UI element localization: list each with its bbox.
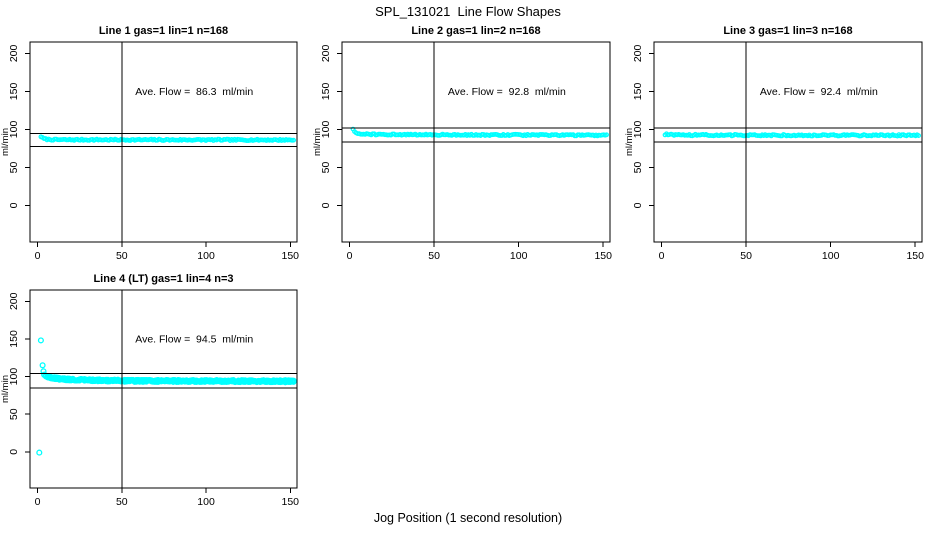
y-axis-label: ml/min xyxy=(624,128,635,156)
x-tick-label: 50 xyxy=(116,496,128,508)
ave-flow-annotation: Ave. Flow = 86.3 ml/min xyxy=(135,86,253,98)
y-tick-label: 200 xyxy=(320,44,332,62)
panel-title: Line 2 gas=1 lin=2 n=168 xyxy=(411,25,540,37)
y-tick-label: 50 xyxy=(8,161,20,173)
x-tick-label: 0 xyxy=(35,250,41,262)
plot-frame xyxy=(29,289,298,489)
axis-ticks xyxy=(337,52,604,247)
x-tick-label: 100 xyxy=(822,250,840,262)
y-axis-label: ml/min xyxy=(0,128,11,156)
y-axis-label: ml/min xyxy=(312,128,323,156)
chart-title: SPL_131021 Line Flow Shapes xyxy=(375,4,561,19)
x-tick-label: 50 xyxy=(116,250,128,262)
data-points-group xyxy=(36,337,297,456)
axis-ticks xyxy=(25,52,291,247)
panel-title: Line 4 (LT) gas=1 lin=4 n=3 xyxy=(93,273,233,285)
subplot-canvas-line-4-lt: Line 4 (LT) gas=1 lin=4 n=3 0 50 100 150 200 0… xyxy=(0,273,299,508)
y-tick-label: 100 xyxy=(320,121,332,139)
ave-flow-annotation: Ave. Flow = 92.4 ml/min xyxy=(760,86,878,98)
subplot-line-1: Line 1 gas=1 lin=1 n=168 0 50 100 150 200 0 50 1… xyxy=(0,20,312,272)
x-tick-label: 150 xyxy=(281,496,299,508)
subplot-canvas-line-2: Line 2 gas=1 lin=2 n=168 0 50 100 150 200 0 50 1… xyxy=(312,25,612,262)
x-axis-label: Jog Position (1 second resolution) xyxy=(373,511,563,525)
y-tick-label: 200 xyxy=(632,44,644,62)
y-tick-label: 50 xyxy=(320,161,332,173)
panel-title: Line 1 gas=1 lin=1 n=168 xyxy=(99,25,228,37)
data-points-group xyxy=(662,131,922,139)
x-tick-label: 0 xyxy=(347,250,353,262)
y-tick-label: 200 xyxy=(8,292,20,310)
subplot-line-2: Line 2 gas=1 lin=2 n=168 0 50 100 150 200 0 50 1… xyxy=(312,20,626,272)
y-tick-label: 100 xyxy=(8,121,20,139)
plot-frame xyxy=(341,41,611,243)
axis-ticks xyxy=(25,300,291,493)
data-points-group xyxy=(350,126,610,139)
y-tick-label: 150 xyxy=(8,330,20,348)
data-points-group xyxy=(38,134,297,143)
y-tick-label: 0 xyxy=(320,202,332,208)
axis-ticks xyxy=(649,52,916,247)
plot-frame xyxy=(29,41,298,243)
x-tick-label: 150 xyxy=(906,250,924,262)
reference-lines xyxy=(654,42,922,242)
y-tick-label: 0 xyxy=(632,202,644,208)
ave-flow-annotation: Ave. Flow = 94.5 ml/min xyxy=(135,333,253,345)
panel-title: Line 3 gas=1 lin=3 n=168 xyxy=(723,25,852,37)
x-tick-label: 150 xyxy=(594,250,612,262)
subplot-canvas-line-3: Line 3 gas=1 lin=3 n=168 0 50 100 150 200 0 50 1… xyxy=(624,25,924,262)
reference-lines xyxy=(342,42,610,242)
subplot-canvas-line-1: Line 1 gas=1 lin=1 n=168 0 50 100 150 200 0 50 1… xyxy=(0,25,299,262)
reference-lines xyxy=(30,42,297,242)
y-tick-label: 150 xyxy=(632,83,644,101)
y-tick-label: 100 xyxy=(632,121,644,139)
x-tick-label: 100 xyxy=(197,496,215,508)
y-tick-label: 150 xyxy=(8,83,20,101)
x-tick-label: 100 xyxy=(197,250,215,262)
y-tick-label: 0 xyxy=(8,202,20,208)
x-tick-label: 0 xyxy=(659,250,665,262)
x-tick-label: 150 xyxy=(281,250,299,262)
ave-flow-annotation: Ave. Flow = 92.8 ml/min xyxy=(448,86,566,98)
y-tick-label: 50 xyxy=(632,161,644,173)
x-tick-label: 50 xyxy=(740,250,752,262)
x-tick-label: 0 xyxy=(35,496,41,508)
y-tick-label: 100 xyxy=(8,368,20,386)
x-tick-label: 100 xyxy=(510,250,528,262)
y-tick-label: 150 xyxy=(320,83,332,101)
subplot-line-4-lt: Line 4 (LT) gas=1 lin=4 n=3 0 50 100 150 200 0… xyxy=(0,268,312,520)
y-axis-label: ml/min xyxy=(0,375,11,403)
reference-lines xyxy=(30,290,297,488)
plot-frame xyxy=(653,41,923,243)
x-tick-label: 50 xyxy=(428,250,440,262)
y-tick-label: 50 xyxy=(8,408,20,420)
subplot-line-3: Line 3 gas=1 lin=3 n=168 0 50 100 150 200 0 50 1… xyxy=(624,20,936,272)
y-tick-label: 200 xyxy=(8,44,20,62)
y-tick-label: 0 xyxy=(8,449,20,455)
